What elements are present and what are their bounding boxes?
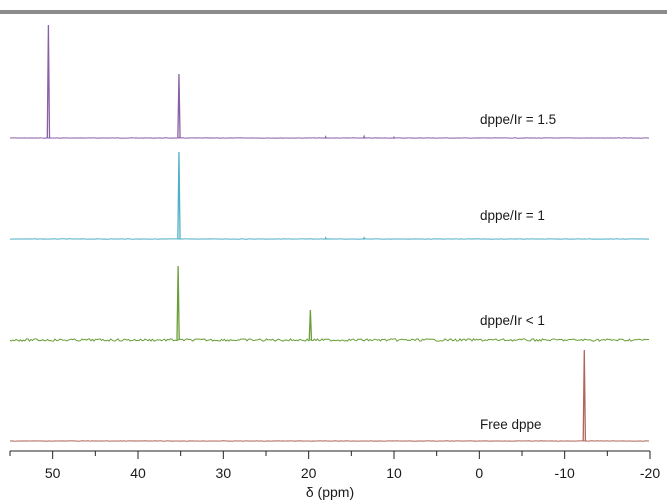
series-label: dppe/Ir = 1.5 — [480, 112, 556, 127]
x-tick-label: 50 — [45, 465, 61, 481]
x-axis-ticks: 50 40 30 20 10 0 -10 -20 — [9, 451, 660, 481]
x-tick-label: 20 — [301, 465, 317, 481]
spectra-group: dppe/Ir = 1.5 dppe/Ir = 1 dppe/Ir < 1 Free … — [9, 24, 650, 442]
series-label: Free dppe — [480, 417, 542, 432]
x-axis-label: δ (ppm) — [306, 484, 354, 500]
spectrum-peak — [363, 236, 366, 240]
spectrum-peak — [582, 349, 587, 442]
spectrum-baseline — [9, 337, 650, 342]
spectrum-1: dppe/Ir = 1 — [9, 151, 650, 240]
spectrum-peak — [46, 24, 51, 139]
spectrum-peak — [308, 309, 313, 341]
x-tick-label: 40 — [130, 465, 146, 481]
spectrum-3: Free dppe — [9, 349, 650, 442]
x-tick-label: 30 — [216, 465, 232, 481]
series-label: dppe/Ir < 1 — [480, 313, 545, 328]
spectrum-peak — [324, 135, 327, 139]
spectrum-peak — [177, 73, 181, 139]
spectrum-peak — [392, 136, 396, 139]
x-axis: 50 40 30 20 10 0 -10 -20 δ (ppm) — [9, 450, 660, 500]
x-tick-label: 10 — [386, 465, 402, 481]
x-tick-label: -10 — [555, 465, 575, 481]
spectrum-peak — [363, 134, 366, 139]
spectrum-0: dppe/Ir = 1.5 — [9, 24, 650, 139]
x-tick-label: 0 — [475, 465, 483, 481]
spectrum-2: dppe/Ir < 1 — [9, 265, 650, 342]
spectrum-peak — [324, 236, 327, 240]
spectrum-peak — [177, 151, 181, 240]
series-label: dppe/Ir = 1 — [480, 208, 545, 223]
x-tick-label: -20 — [640, 465, 660, 481]
spectrum-peak — [176, 265, 180, 341]
